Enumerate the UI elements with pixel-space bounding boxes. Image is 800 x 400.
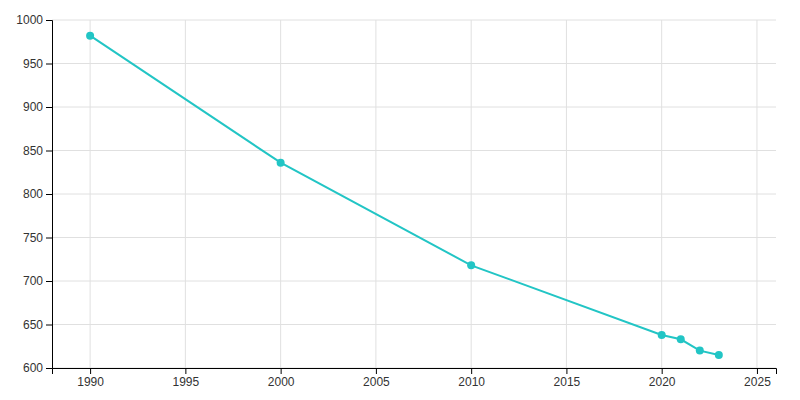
grid-line <box>52 150 776 151</box>
grid-line <box>52 281 776 282</box>
tick-label: 2010 <box>458 375 485 389</box>
tick-mark <box>46 368 52 369</box>
tick-mark <box>471 368 472 374</box>
tick: 2015 <box>554 368 581 389</box>
tick: 2010 <box>458 368 485 389</box>
grid-line <box>52 237 776 238</box>
tick: 900 <box>23 100 52 114</box>
tick-label: 950 <box>23 57 43 71</box>
tick: 750 <box>23 231 52 245</box>
tick-label: 2000 <box>268 375 295 389</box>
point <box>277 159 285 167</box>
tick: 1000 <box>16 13 52 27</box>
grid-line <box>52 20 776 21</box>
x-axis: 1990 1995 2000 2005 2010 2015 2020 2025 <box>53 368 777 389</box>
grid-line <box>52 194 776 195</box>
y-axis: 600 650 700 750 800 850 900 950 1000 <box>16 13 52 375</box>
tick-label: 1990 <box>77 375 104 389</box>
tick: 1990 <box>77 368 104 389</box>
tick-mark <box>185 368 186 374</box>
tick-mark <box>46 151 52 152</box>
tick-mark <box>46 194 52 195</box>
tick-label: 2025 <box>744 375 771 389</box>
tick-mark <box>281 368 282 374</box>
tick-label: 2005 <box>363 375 390 389</box>
tick-mark <box>376 368 377 374</box>
tick: 700 <box>23 274 52 288</box>
tick: 2025 <box>744 368 771 389</box>
tick-mark <box>46 238 52 239</box>
axis-line <box>53 369 777 375</box>
tick-label: 600 <box>23 361 43 375</box>
tick-mark <box>46 107 52 108</box>
point <box>715 351 723 359</box>
tick-label: 1995 <box>173 375 200 389</box>
point <box>696 347 704 355</box>
tick: 1995 <box>173 368 200 389</box>
grid-line <box>52 107 776 108</box>
tick-label: 2020 <box>649 375 676 389</box>
tick-label: 2015 <box>554 375 581 389</box>
tick: 850 <box>23 144 52 158</box>
tick: 950 <box>23 57 52 71</box>
tick: 650 <box>23 318 52 332</box>
axis-line <box>46 21 53 369</box>
tick-label: 750 <box>23 231 43 245</box>
tick: 2020 <box>649 368 676 389</box>
tick-label: 850 <box>23 144 43 158</box>
tick: 800 <box>23 187 52 201</box>
plot: 1990 1995 2000 2005 2010 2015 2020 2025 600 650 70… <box>16 13 776 388</box>
point <box>677 335 685 343</box>
tick-mark <box>46 64 52 65</box>
grid-line <box>52 63 776 64</box>
tick-mark <box>46 20 52 21</box>
tick-mark <box>662 368 663 374</box>
tick-mark <box>757 368 758 374</box>
grid <box>52 20 776 368</box>
tick-mark <box>90 368 91 374</box>
chart: 1990 1995 2000 2005 2010 2015 2020 2025 600 650 70… <box>0 0 800 400</box>
tick-label: 650 <box>23 318 43 332</box>
tick: 600 <box>23 361 52 375</box>
tick: 2005 <box>363 368 390 389</box>
tick-mark <box>46 325 52 326</box>
line <box>90 36 719 355</box>
point <box>467 261 475 269</box>
tick: 2000 <box>268 368 295 389</box>
grid-line <box>52 324 776 325</box>
point <box>86 32 94 40</box>
marks <box>86 32 723 359</box>
tick-label: 700 <box>23 274 43 288</box>
tick-label: 1000 <box>16 13 43 27</box>
tick-mark <box>566 368 567 374</box>
tick-mark <box>46 281 52 282</box>
tick-label: 800 <box>23 187 43 201</box>
point <box>658 331 666 339</box>
tick-label: 900 <box>23 100 43 114</box>
